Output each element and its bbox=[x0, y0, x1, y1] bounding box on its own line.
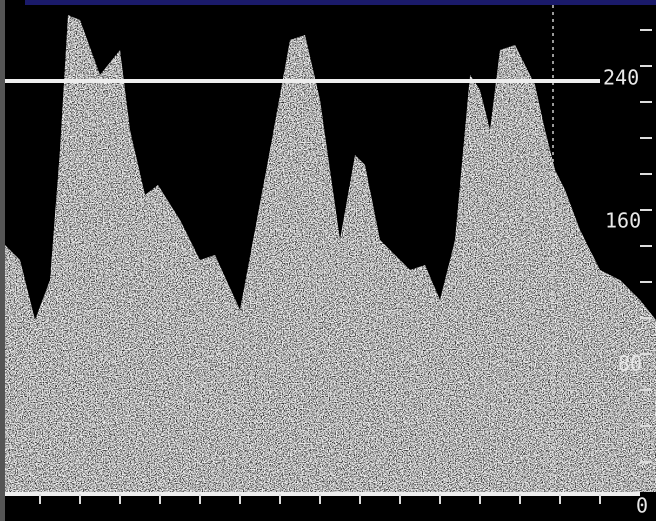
scale-label: 240 bbox=[603, 66, 639, 90]
scale-label: 0 bbox=[636, 494, 648, 518]
scale-label: 80 bbox=[618, 352, 642, 376]
top-bar bbox=[25, 0, 656, 5]
left-edge bbox=[0, 0, 5, 521]
scale-ticks bbox=[39, 29, 652, 504]
scale-label: 160 bbox=[605, 209, 641, 233]
